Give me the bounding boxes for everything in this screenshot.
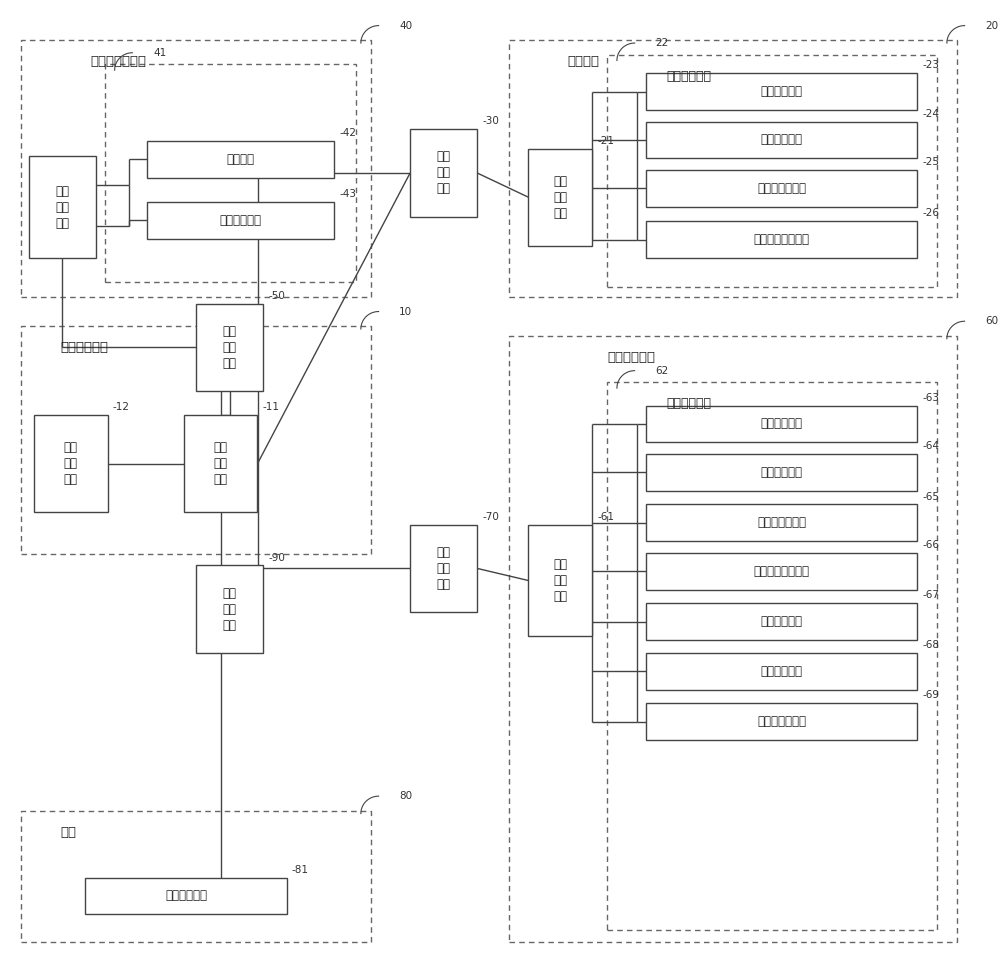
Bar bbox=[646, 604, 917, 641]
Bar bbox=[410, 525, 477, 612]
Text: 电阻率测量模块: 电阻率测量模块 bbox=[757, 715, 806, 728]
Bar bbox=[646, 553, 917, 590]
Text: 数据
存储
模块: 数据 存储 模块 bbox=[64, 441, 78, 486]
Bar bbox=[410, 129, 477, 217]
Text: 40: 40 bbox=[399, 20, 412, 31]
Text: 数据
处理
模块: 数据 处理 模块 bbox=[214, 441, 228, 486]
Bar bbox=[196, 304, 263, 391]
Text: 第二热感应模块: 第二热感应模块 bbox=[757, 516, 806, 530]
Text: -81: -81 bbox=[292, 865, 309, 875]
Bar bbox=[646, 653, 917, 689]
Text: 第一维护组终端: 第一维护组终端 bbox=[90, 55, 146, 68]
Text: 第二
控制
模块: 第二 控制 模块 bbox=[55, 185, 69, 229]
Text: -11: -11 bbox=[262, 402, 279, 412]
Text: -65: -65 bbox=[922, 492, 939, 502]
Text: 62: 62 bbox=[655, 365, 669, 375]
Bar bbox=[646, 454, 917, 491]
Bar bbox=[607, 54, 937, 288]
Text: 第一
通讯
模块: 第一 通讯 模块 bbox=[437, 151, 451, 195]
Text: -61: -61 bbox=[597, 512, 614, 522]
Text: -64: -64 bbox=[922, 441, 939, 451]
Text: 第一热感应模块: 第一热感应模块 bbox=[757, 182, 806, 195]
Bar bbox=[646, 504, 917, 541]
Text: 60: 60 bbox=[985, 316, 998, 327]
Bar bbox=[646, 703, 917, 740]
Bar bbox=[646, 73, 917, 110]
Bar bbox=[646, 170, 917, 207]
Bar bbox=[147, 141, 334, 178]
Text: -67: -67 bbox=[922, 590, 939, 601]
Text: -43: -43 bbox=[339, 190, 356, 199]
Text: 第三定位模块: 第三定位模块 bbox=[761, 417, 803, 431]
Text: 第四
通讯
模块: 第四 通讯 模块 bbox=[223, 586, 237, 632]
Text: -69: -69 bbox=[922, 690, 939, 700]
Bar bbox=[29, 156, 96, 259]
Bar bbox=[85, 878, 287, 915]
Text: -63: -63 bbox=[922, 393, 939, 402]
Text: 第一摄像模块: 第一摄像模块 bbox=[761, 133, 803, 147]
Text: -23: -23 bbox=[922, 60, 939, 70]
Text: 电流测量模块: 电流测量模块 bbox=[761, 665, 803, 677]
Text: -12: -12 bbox=[113, 402, 130, 412]
Bar bbox=[607, 382, 937, 930]
Text: -50: -50 bbox=[268, 291, 285, 301]
Text: 第一电磁感应模块: 第一电磁感应模块 bbox=[754, 233, 810, 246]
Text: -68: -68 bbox=[922, 640, 939, 650]
Bar bbox=[646, 222, 917, 259]
Bar bbox=[21, 326, 371, 554]
Bar bbox=[34, 415, 108, 512]
Text: 10: 10 bbox=[399, 306, 412, 317]
Text: -70: -70 bbox=[482, 512, 499, 522]
Bar bbox=[528, 525, 592, 637]
Bar bbox=[528, 149, 592, 246]
Text: 第一定位模块: 第一定位模块 bbox=[761, 85, 803, 98]
Text: 22: 22 bbox=[655, 38, 669, 48]
Text: 显示模块: 显示模块 bbox=[227, 153, 255, 166]
Bar bbox=[196, 566, 263, 653]
Text: 41: 41 bbox=[153, 48, 166, 57]
Text: -90: -90 bbox=[268, 552, 285, 563]
Text: 第二电磁感应模块: 第二电磁感应模块 bbox=[754, 565, 810, 577]
Text: 第三
控制
模块: 第三 控制 模块 bbox=[553, 558, 567, 603]
Text: -24: -24 bbox=[922, 109, 939, 119]
Text: -30: -30 bbox=[482, 117, 499, 126]
Text: 第二
通讯
模块: 第二 通讯 模块 bbox=[223, 325, 237, 370]
Text: -42: -42 bbox=[339, 128, 356, 138]
Bar bbox=[21, 811, 371, 942]
Text: 80: 80 bbox=[399, 791, 412, 801]
Bar bbox=[184, 415, 257, 512]
Text: 第二定位模块: 第二定位模块 bbox=[220, 214, 262, 226]
Text: 第三
通讯
模块: 第三 通讯 模块 bbox=[437, 546, 451, 591]
Text: 第一
控制
模块: 第一 控制 模块 bbox=[553, 175, 567, 220]
Bar bbox=[509, 40, 957, 297]
Text: 机库: 机库 bbox=[60, 825, 76, 839]
Text: 故障检测终端: 故障检测终端 bbox=[607, 351, 655, 364]
Bar bbox=[105, 64, 356, 283]
Text: -26: -26 bbox=[922, 209, 939, 219]
Text: 故障检测模块: 故障检测模块 bbox=[666, 398, 711, 410]
Text: 中央控制模块: 中央控制模块 bbox=[60, 341, 108, 354]
Text: -21: -21 bbox=[597, 136, 614, 146]
Bar bbox=[646, 405, 917, 442]
Text: 第二摄像模块: 第二摄像模块 bbox=[761, 466, 803, 479]
Text: 无人机组: 无人机组 bbox=[568, 55, 600, 68]
Text: 数据采集模块: 数据采集模块 bbox=[666, 70, 711, 83]
Bar bbox=[509, 335, 957, 942]
Text: 电压测量模块: 电压测量模块 bbox=[761, 615, 803, 628]
Text: 20: 20 bbox=[985, 20, 998, 31]
Text: -66: -66 bbox=[922, 540, 939, 550]
Text: -25: -25 bbox=[922, 157, 939, 167]
Bar bbox=[21, 40, 371, 297]
Bar bbox=[147, 202, 334, 239]
Bar bbox=[646, 122, 917, 158]
Text: 库门控制模块: 库门控制模块 bbox=[165, 889, 207, 902]
